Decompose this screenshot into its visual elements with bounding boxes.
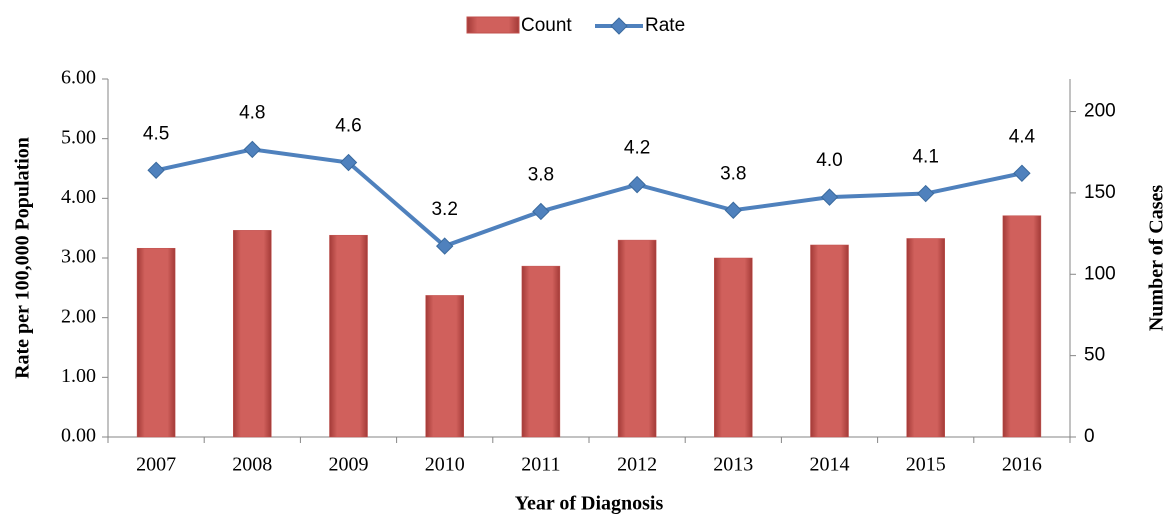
bar xyxy=(617,239,657,438)
data-label: 4.5 xyxy=(143,123,169,144)
y-tick-label: 4.00 xyxy=(61,186,96,208)
x-tick-label: 2010 xyxy=(425,454,465,476)
y2-tick-label: 100 xyxy=(1084,263,1116,284)
legend-swatch xyxy=(466,16,520,34)
data-label: 4.8 xyxy=(239,102,265,123)
y-tick-label: 3.00 xyxy=(61,246,96,268)
y-tick-label: 1.00 xyxy=(61,365,96,387)
bar xyxy=(1002,215,1042,438)
bar xyxy=(810,244,849,438)
bar xyxy=(714,257,753,438)
x-tick-label: 2013 xyxy=(713,454,753,476)
marker xyxy=(628,175,646,194)
marker xyxy=(1013,164,1031,182)
marker xyxy=(724,201,743,219)
bar xyxy=(425,295,464,438)
x-tick-label: 2015 xyxy=(906,454,946,476)
y-tick-label: 2.00 xyxy=(61,305,96,327)
data-label: 4.2 xyxy=(624,138,650,159)
x-tick-label: 2009 xyxy=(329,454,369,476)
data-label: 4.4 xyxy=(1009,126,1036,147)
marker xyxy=(532,202,550,221)
x-tick-label: 2011 xyxy=(521,454,560,476)
data-label: 3.8 xyxy=(528,164,554,185)
data-label: 4.0 xyxy=(816,150,842,171)
x-tick-label: 2014 xyxy=(810,454,850,476)
marker xyxy=(243,140,262,159)
data-label: 3.2 xyxy=(431,199,457,220)
marker xyxy=(147,161,165,179)
marker xyxy=(435,237,454,255)
bar xyxy=(906,238,945,438)
x-tick-label: 2008 xyxy=(232,454,272,476)
y2-axis-title: Number of Cases xyxy=(1146,185,1168,332)
legend-label: Rate xyxy=(645,15,685,36)
y-axis-title: Rate per 100,000 Population xyxy=(12,137,34,379)
y-tick-label: 0.00 xyxy=(61,425,96,447)
y-tick-label: 6.00 xyxy=(61,67,96,89)
bar xyxy=(521,265,561,438)
y2-tick-label: 150 xyxy=(1084,182,1116,203)
x-tick-label: 2007 xyxy=(136,454,176,476)
line xyxy=(155,147,1023,249)
x-axis-title: Year of Diagnosis xyxy=(515,493,664,515)
bar xyxy=(136,247,176,438)
marker xyxy=(820,188,839,206)
y2-tick-label: 0 xyxy=(1084,426,1095,447)
bar xyxy=(233,230,272,438)
marker xyxy=(339,153,358,172)
marker xyxy=(916,184,935,203)
x-tick-label: 2016 xyxy=(1002,454,1042,476)
y-tick-label: 5.00 xyxy=(61,126,96,148)
legend-label: Count xyxy=(521,15,572,36)
y2-tick-label: 50 xyxy=(1084,345,1105,366)
x-tick-label: 2012 xyxy=(617,454,657,476)
data-label: 4.6 xyxy=(335,116,361,137)
data-label: 4.1 xyxy=(912,147,938,168)
bar xyxy=(329,234,368,438)
y2-tick-label: 200 xyxy=(1084,101,1116,122)
legend-marker xyxy=(610,17,628,35)
data-label: 3.8 xyxy=(720,163,746,184)
